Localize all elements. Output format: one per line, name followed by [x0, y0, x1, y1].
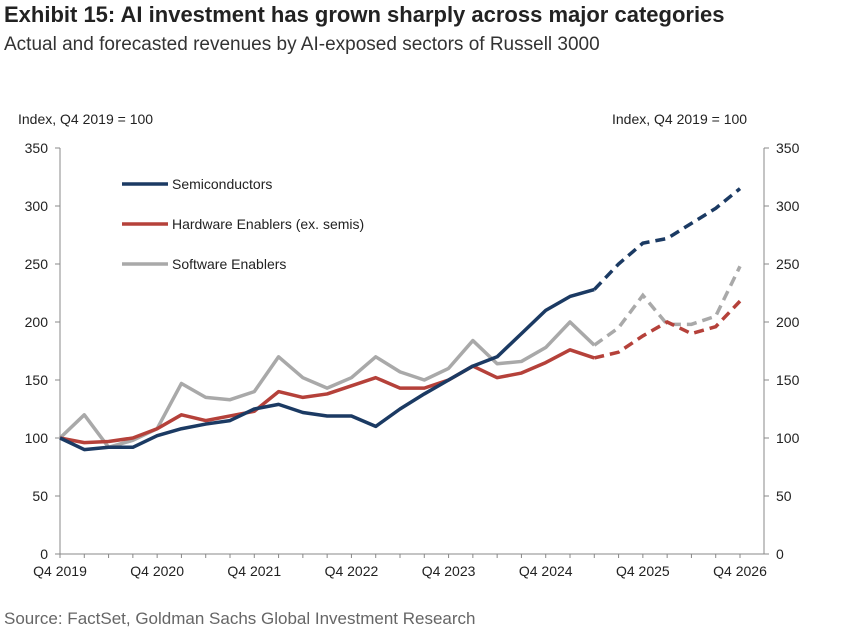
chart-subtitle: Actual and forecasted revenues by AI-exp…: [4, 34, 600, 55]
series-line-0-forecast: [593, 187, 742, 291]
y-tick-label-right: 200: [776, 314, 800, 330]
chart-title: Exhibit 15: AI investment has grown shar…: [4, 2, 725, 27]
y-tick-label-right: 0: [776, 546, 784, 562]
legend-label-2: Software Enablers: [172, 256, 286, 272]
y-tick-label-left: 0: [40, 546, 48, 562]
y-tick-label-left: 50: [32, 488, 48, 504]
y-tick-label-right: 150: [776, 372, 800, 388]
source-note: Source: FactSet, Goldman Sachs Global In…: [4, 609, 476, 628]
legend-label-1: Hardware Enablers (ex. semis): [172, 216, 364, 232]
x-tick-label: Q4 2022: [325, 563, 379, 579]
x-tick-label: Q4 2025: [616, 563, 670, 579]
series-line-2-forecast: [593, 265, 742, 347]
series-line-1-forecast: [593, 299, 742, 360]
y-tick-label-right: 100: [776, 430, 800, 446]
y-tick-label-right: 50: [776, 488, 792, 504]
y-tick-label-left: 250: [25, 256, 49, 272]
y-tick-label-left: 200: [25, 314, 49, 330]
y-axis-label-right: Index, Q4 2019 = 100: [612, 111, 747, 127]
y-tick-label-right: 300: [776, 198, 800, 214]
y-tick-label-left: 300: [25, 198, 49, 214]
series-line-0-actual: [59, 287, 595, 452]
y-tick-label-left: 150: [25, 372, 49, 388]
x-tick-label: Q4 2020: [130, 563, 184, 579]
x-tick-label: Q4 2024: [519, 563, 573, 579]
x-tick-label: Q4 2021: [227, 563, 281, 579]
series-line-1-actual: [59, 348, 595, 445]
x-tick-label: Q4 2019: [33, 563, 87, 579]
y-tick-label-right: 250: [776, 256, 800, 272]
y-tick-label-left: 100: [25, 430, 49, 446]
y-axis-label-left: Index, Q4 2019 = 100: [18, 111, 153, 127]
legend-label-0: Semiconductors: [172, 176, 272, 192]
y-tick-label-right: 350: [776, 140, 800, 156]
x-tick-label: Q4 2026: [713, 563, 767, 579]
y-tick-label-left: 350: [25, 140, 49, 156]
x-tick-label: Q4 2023: [422, 563, 476, 579]
